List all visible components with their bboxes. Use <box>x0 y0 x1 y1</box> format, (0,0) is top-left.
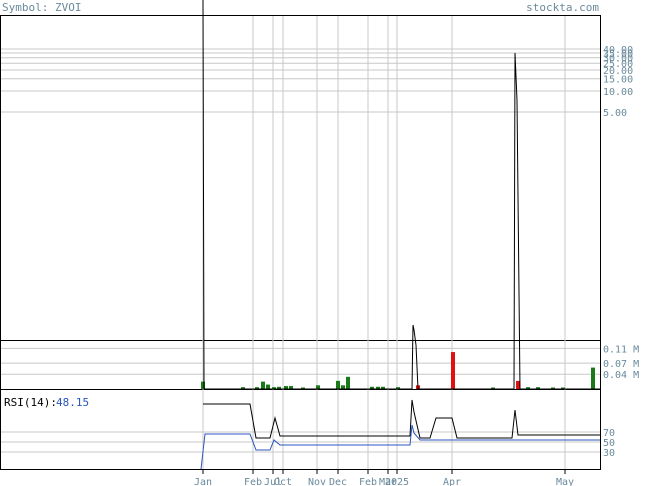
x-tick-label: Apr <box>443 477 461 486</box>
volume-bar <box>376 386 380 389</box>
x-tick-label: Oct <box>274 477 292 486</box>
volume-bar <box>536 387 540 389</box>
volume-bar <box>516 380 520 389</box>
x-tick-label: Dec <box>329 477 347 486</box>
volume-bars <box>201 352 595 389</box>
price-tick-label: 40.00 <box>603 45 633 56</box>
volume-bar <box>316 385 320 389</box>
rsi-tick-label: 50 <box>603 438 615 449</box>
volume-bar <box>370 386 374 389</box>
volume-bar <box>451 352 455 389</box>
volume-bar <box>272 387 276 389</box>
rsi-panel <box>0 389 601 470</box>
volume-bar <box>551 387 555 389</box>
site-name: stockta.com <box>526 1 599 14</box>
rsi-line <box>200 424 600 470</box>
volume-bar <box>336 380 340 389</box>
volume-bar <box>561 387 565 389</box>
volume-bar <box>591 367 595 389</box>
volume-bar <box>381 386 385 389</box>
price-tick-label: 25.00 <box>603 59 633 70</box>
symbol-label: Symbol: ZVOI <box>2 1 81 14</box>
price-panel <box>0 15 601 341</box>
volume-bar <box>284 386 288 389</box>
x-tick-label: Feb <box>359 477 377 486</box>
x-tick-label: Feb <box>244 477 262 486</box>
volume-bar <box>341 385 345 389</box>
x-tick-label: Jul <box>264 477 282 486</box>
grid <box>1 16 600 469</box>
volume-bar <box>396 387 400 389</box>
price-tick-label: 20.00 <box>603 66 633 77</box>
rsi-tick-label: 30 <box>603 448 615 459</box>
rsi-tick-label: 70 <box>603 428 615 439</box>
volume-bar <box>266 384 270 389</box>
volume-tick-label: 0.07 M <box>603 359 639 370</box>
rsi-signal-line <box>203 399 600 439</box>
volume-bar <box>241 387 245 389</box>
x-tick-label: 2025 <box>385 477 409 486</box>
volume-bar <box>289 386 293 389</box>
volume-tick-label: 0.11 M <box>603 344 639 355</box>
rsi-value: 48.15 <box>56 396 89 409</box>
volume-bar <box>346 376 350 389</box>
price-tick-label: 15.00 <box>603 75 633 86</box>
price-tick-label: 5.00 <box>603 108 627 119</box>
volume-axis: 0.11 M 0.07 M0.04 M <box>603 344 639 381</box>
volume-bar <box>201 381 205 389</box>
volume-bar <box>491 387 495 389</box>
price-line <box>202 0 600 390</box>
volume-bar <box>526 387 530 389</box>
volume-bar <box>277 386 281 389</box>
x-tick-label: Jan <box>194 477 212 486</box>
price-tick-label: 10.00 <box>603 87 633 98</box>
volume-bar <box>301 387 305 389</box>
volume-bar <box>261 381 265 389</box>
price-tick-label: 35.00 <box>603 49 633 60</box>
rsi-caption: RSI(14): <box>4 396 57 409</box>
x-tick-label: May <box>556 477 574 486</box>
volume-panel <box>0 340 601 390</box>
volume-bar <box>255 387 259 389</box>
x-tick-label: Nov <box>308 477 326 486</box>
x-tick-label: Mar <box>379 477 397 486</box>
price-tick-label: 30.00 <box>603 54 633 65</box>
volume-tick-label: 0.04 M <box>603 370 639 381</box>
